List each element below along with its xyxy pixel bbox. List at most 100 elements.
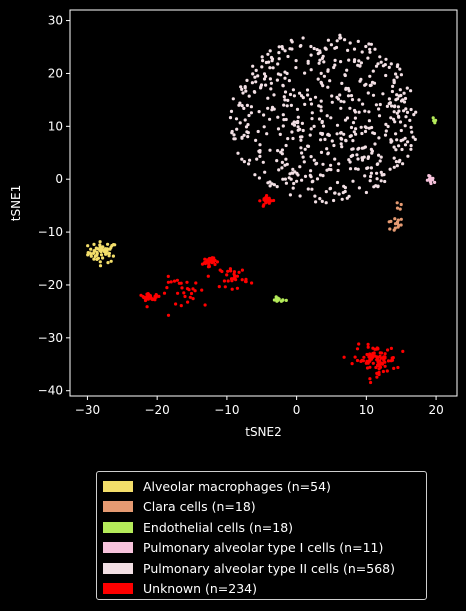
data-point (385, 369, 389, 373)
data-point (355, 358, 360, 363)
data-point (335, 39, 339, 43)
data-point (352, 47, 357, 51)
legend-swatch (103, 521, 133, 533)
data-point (389, 116, 393, 120)
data-point (183, 294, 187, 299)
data-point (166, 313, 171, 317)
data-point (254, 68, 258, 72)
data-point (350, 362, 354, 366)
data-point (292, 181, 296, 186)
data-point (185, 280, 189, 284)
data-point (242, 106, 246, 110)
data-point (293, 170, 297, 174)
data-point (321, 162, 325, 166)
data-point (107, 254, 111, 258)
data-point (315, 161, 319, 165)
data-point (306, 93, 310, 97)
x-axis-ticks: −30 −20 −10 0 10 20 (75, 396, 444, 417)
data-point (387, 220, 391, 224)
data-point (366, 56, 370, 60)
data-point (353, 58, 357, 62)
data-point (272, 93, 276, 97)
data-point (338, 93, 342, 97)
data-point (294, 59, 298, 63)
data-point (371, 93, 376, 97)
data-point (263, 170, 267, 174)
data-point (92, 257, 96, 261)
data-point (379, 179, 383, 183)
data-point (96, 256, 100, 260)
y-axis-ticks: −40 −30 −20 −10 0 10 20 30 (38, 14, 70, 398)
data-point (153, 298, 157, 302)
data-point (271, 66, 275, 70)
data-point (318, 173, 323, 177)
x-tick-label: −20 (144, 403, 169, 417)
data-point (406, 140, 410, 144)
data-point (298, 165, 302, 169)
data-point (175, 278, 179, 282)
data-point (254, 138, 258, 142)
data-point (324, 47, 328, 51)
data-point (384, 57, 388, 61)
data-point (292, 94, 296, 98)
data-point (363, 174, 367, 178)
data-point (105, 249, 109, 253)
legend-label: Clara cells (n=18) (143, 499, 256, 515)
data-point (401, 98, 405, 102)
data-point (393, 120, 397, 124)
data-point (368, 74, 372, 78)
data-point (377, 367, 381, 371)
data-point (253, 173, 257, 177)
data-point (392, 145, 396, 149)
data-point (372, 81, 377, 85)
data-point (356, 157, 360, 161)
data-point (247, 162, 251, 166)
data-point (226, 269, 230, 273)
data-point (349, 134, 353, 138)
data-point (377, 372, 381, 377)
y-tick-label: 30 (48, 14, 63, 28)
data-point (321, 84, 325, 88)
data-point (383, 133, 388, 137)
data-point (386, 359, 391, 363)
data-point (281, 177, 285, 181)
data-point (193, 289, 197, 293)
data-point (308, 133, 312, 137)
data-point (233, 274, 237, 278)
data-point (95, 253, 99, 257)
data-point (308, 173, 312, 177)
data-point (325, 147, 329, 151)
data-point (376, 347, 380, 351)
data-point (312, 124, 316, 128)
data-point (382, 357, 386, 361)
data-point (265, 132, 269, 136)
data-point (292, 123, 297, 127)
data-point (360, 50, 364, 54)
data-point (403, 124, 407, 128)
data-point (283, 90, 288, 94)
data-point (383, 360, 387, 364)
points-layer (86, 33, 438, 385)
y-tick-label: −10 (38, 225, 63, 239)
data-point (179, 304, 183, 308)
legend-label: Pulmonary alveolar type II cells (n=568) (143, 560, 395, 576)
data-point (262, 77, 267, 81)
data-point (343, 118, 348, 122)
data-point (301, 128, 305, 133)
data-point (373, 47, 377, 51)
data-point (339, 131, 343, 135)
data-point (359, 77, 363, 81)
data-point (99, 253, 104, 257)
data-point (399, 202, 403, 207)
data-point (348, 106, 352, 110)
data-point (377, 136, 381, 140)
data-point (319, 71, 323, 75)
data-point (381, 369, 385, 374)
data-point (332, 198, 336, 203)
data-point (370, 125, 374, 130)
data-point (368, 179, 372, 183)
data-point (257, 110, 261, 114)
data-point (240, 104, 244, 108)
data-point (299, 146, 303, 150)
data-point (380, 361, 384, 365)
